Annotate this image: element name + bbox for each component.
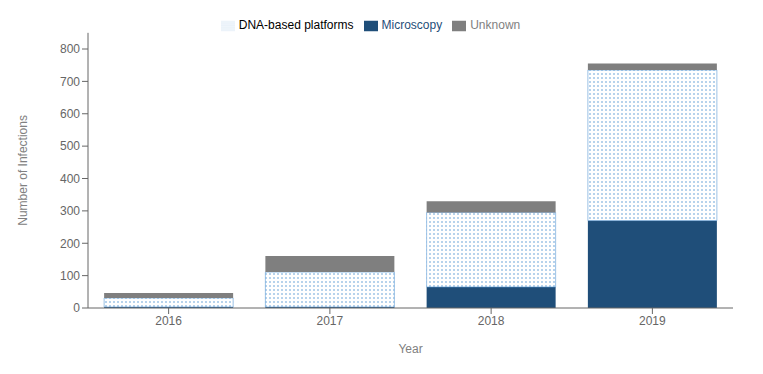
svg-text:700: 700 — [60, 75, 80, 89]
html-text:DNA-based platforms: DNA-based platforms — [238, 18, 354, 32]
svg-text:400: 400 — [60, 172, 80, 186]
svg-text:0: 0 — [73, 301, 80, 315]
svg-text:Number of Infections: Number of Infections — [16, 115, 30, 226]
svg-text:2016: 2016 — [155, 314, 182, 328]
svg-text:2017: 2017 — [317, 314, 344, 328]
svg-text:300: 300 — [60, 204, 80, 218]
svg-text:2019: 2019 — [639, 314, 666, 328]
svg-text:2018: 2018 — [478, 314, 505, 328]
html-text:Unknown: Unknown — [470, 18, 521, 32]
html-text:Microscopy: Microscopy — [381, 18, 443, 32]
svg-text:100: 100 — [60, 269, 80, 283]
svg-text:200: 200 — [60, 237, 80, 251]
svg-text:800: 800 — [60, 42, 80, 56]
svg-text:Year: Year — [398, 342, 422, 356]
svg-text:600: 600 — [60, 107, 80, 121]
svg-text:500: 500 — [60, 139, 80, 153]
